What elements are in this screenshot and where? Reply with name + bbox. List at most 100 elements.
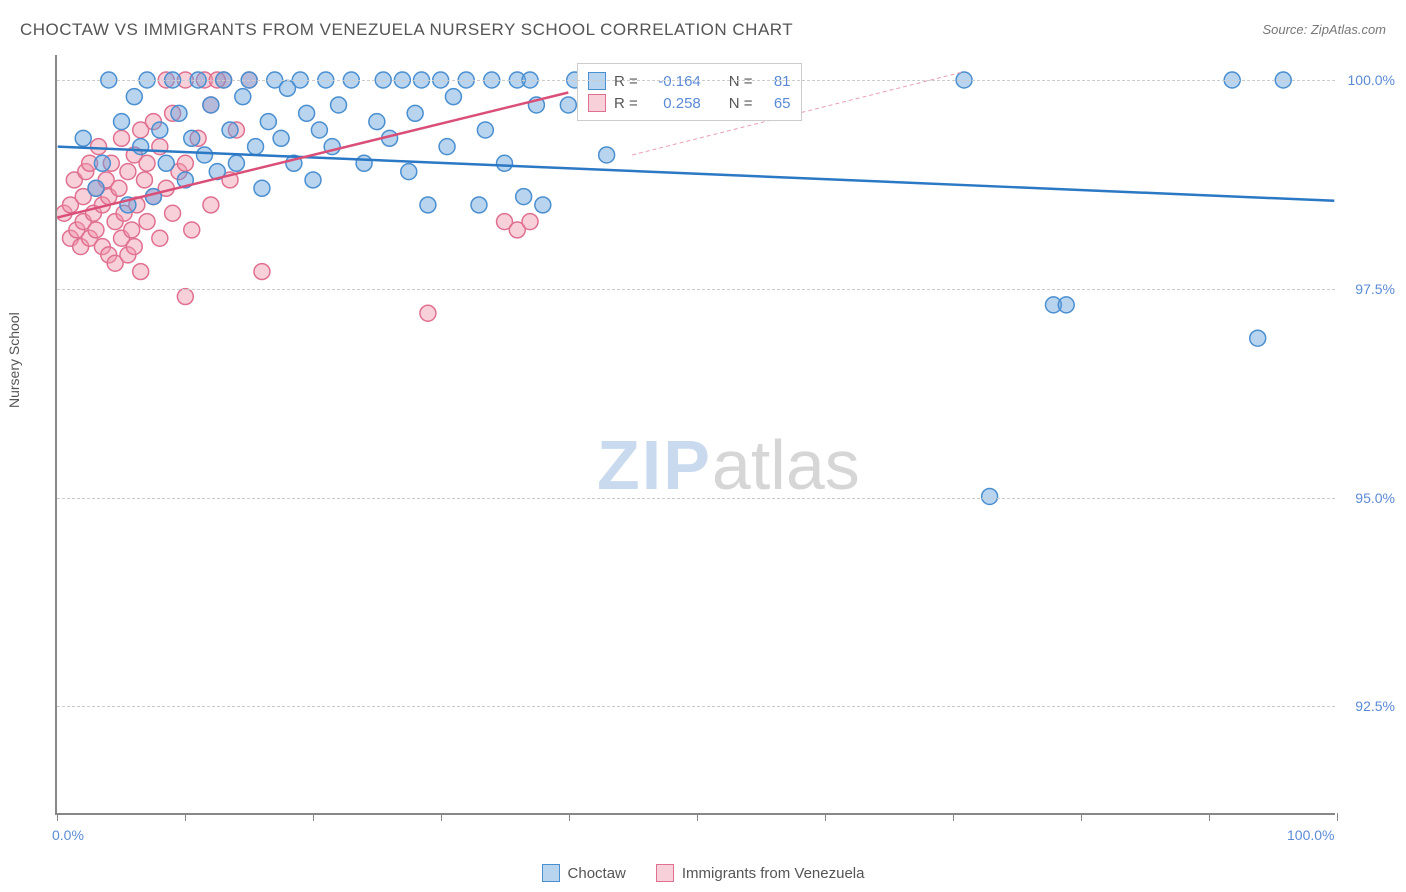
- data-point: [91, 139, 107, 155]
- legend-label: Choctaw: [568, 865, 626, 882]
- data-point: [516, 189, 532, 205]
- data-point: [311, 122, 327, 138]
- data-point: [477, 122, 493, 138]
- data-point: [137, 172, 153, 188]
- y-tick-label: 95.0%: [1355, 490, 1395, 506]
- data-point: [177, 155, 193, 171]
- data-point: [254, 180, 270, 196]
- x-tick: [185, 813, 186, 821]
- stats-legend-box: R =-0.164N =81R =0.258N =65: [577, 63, 802, 121]
- data-point: [126, 239, 142, 255]
- data-point: [445, 89, 461, 105]
- grid-line: [57, 80, 1335, 81]
- data-point: [197, 147, 213, 163]
- x-tick: [57, 813, 58, 821]
- data-point: [1058, 297, 1074, 313]
- data-point: [152, 230, 168, 246]
- data-point: [139, 214, 155, 230]
- data-point: [114, 130, 130, 146]
- data-point: [184, 222, 200, 238]
- data-point: [124, 222, 140, 238]
- data-point: [273, 130, 289, 146]
- data-point: [184, 130, 200, 146]
- data-point: [88, 222, 104, 238]
- chart-container: CHOCTAW VS IMMIGRANTS FROM VENEZUELA NUR…: [0, 0, 1406, 892]
- data-point: [177, 289, 193, 305]
- data-point: [401, 164, 417, 180]
- data-point: [331, 97, 347, 113]
- x-tick-label: 0.0%: [52, 827, 84, 843]
- stat-n-value: 65: [761, 95, 791, 112]
- data-point: [152, 122, 168, 138]
- grid-line: [57, 289, 1335, 290]
- data-point: [254, 264, 270, 280]
- data-point: [126, 89, 142, 105]
- legend-swatch: [656, 864, 674, 882]
- data-point: [535, 197, 551, 213]
- data-point: [497, 155, 513, 171]
- data-point: [560, 97, 576, 113]
- data-point: [522, 214, 538, 230]
- x-tick: [1209, 813, 1210, 821]
- data-point: [369, 114, 385, 130]
- x-tick: [569, 813, 570, 821]
- data-point: [203, 97, 219, 113]
- x-tick: [313, 813, 314, 821]
- y-tick-label: 100.0%: [1348, 72, 1395, 88]
- data-point: [165, 205, 181, 221]
- data-point: [133, 264, 149, 280]
- legend-item: Choctaw: [542, 864, 626, 882]
- trend-line: [58, 147, 1335, 201]
- stats-row: R = 0.258 N = 65: [588, 92, 791, 114]
- source-attribution: Source: ZipAtlas.com: [1262, 22, 1386, 37]
- data-point: [982, 488, 998, 504]
- x-tick: [441, 813, 442, 821]
- data-point: [1250, 330, 1266, 346]
- y-axis-label: Nursery School: [6, 312, 22, 408]
- x-tick: [825, 813, 826, 821]
- x-tick-label: 100.0%: [1287, 827, 1334, 843]
- grid-line: [57, 498, 1335, 499]
- chart-title: CHOCTAW VS IMMIGRANTS FROM VENEZUELA NUR…: [20, 20, 793, 40]
- legend-item: Immigrants from Venezuela: [656, 864, 865, 882]
- x-tick: [1337, 813, 1338, 821]
- x-tick: [1081, 813, 1082, 821]
- data-point: [171, 105, 187, 121]
- data-point: [133, 139, 149, 155]
- stat-n-label: N =: [729, 95, 753, 112]
- data-point: [407, 105, 423, 121]
- data-point: [235, 89, 251, 105]
- y-tick-label: 92.5%: [1355, 698, 1395, 714]
- data-point: [120, 164, 136, 180]
- data-point: [299, 105, 315, 121]
- data-point: [599, 147, 615, 163]
- data-point: [420, 197, 436, 213]
- data-point: [222, 122, 238, 138]
- grid-line: [57, 706, 1335, 707]
- data-point: [203, 197, 219, 213]
- data-point: [248, 139, 264, 155]
- data-point: [439, 139, 455, 155]
- x-tick: [953, 813, 954, 821]
- bottom-legend: Choctaw Immigrants from Venezuela: [0, 864, 1406, 882]
- data-point: [305, 172, 321, 188]
- data-point: [139, 155, 155, 171]
- data-point: [158, 155, 174, 171]
- data-point: [88, 180, 104, 196]
- legend-label: Immigrants from Venezuela: [682, 865, 865, 882]
- data-point: [260, 114, 276, 130]
- stat-r-label: R =: [614, 95, 638, 112]
- data-point: [471, 197, 487, 213]
- legend-swatch: [542, 864, 560, 882]
- legend-swatch: [588, 94, 606, 112]
- data-point: [228, 155, 244, 171]
- x-tick: [697, 813, 698, 821]
- data-point: [114, 114, 130, 130]
- data-point: [111, 180, 127, 196]
- y-tick-label: 97.5%: [1355, 281, 1395, 297]
- data-point: [94, 155, 110, 171]
- data-point: [356, 155, 372, 171]
- scatter-plot-svg: [57, 55, 1335, 813]
- data-point: [420, 305, 436, 321]
- stat-r-value: 0.258: [646, 95, 701, 112]
